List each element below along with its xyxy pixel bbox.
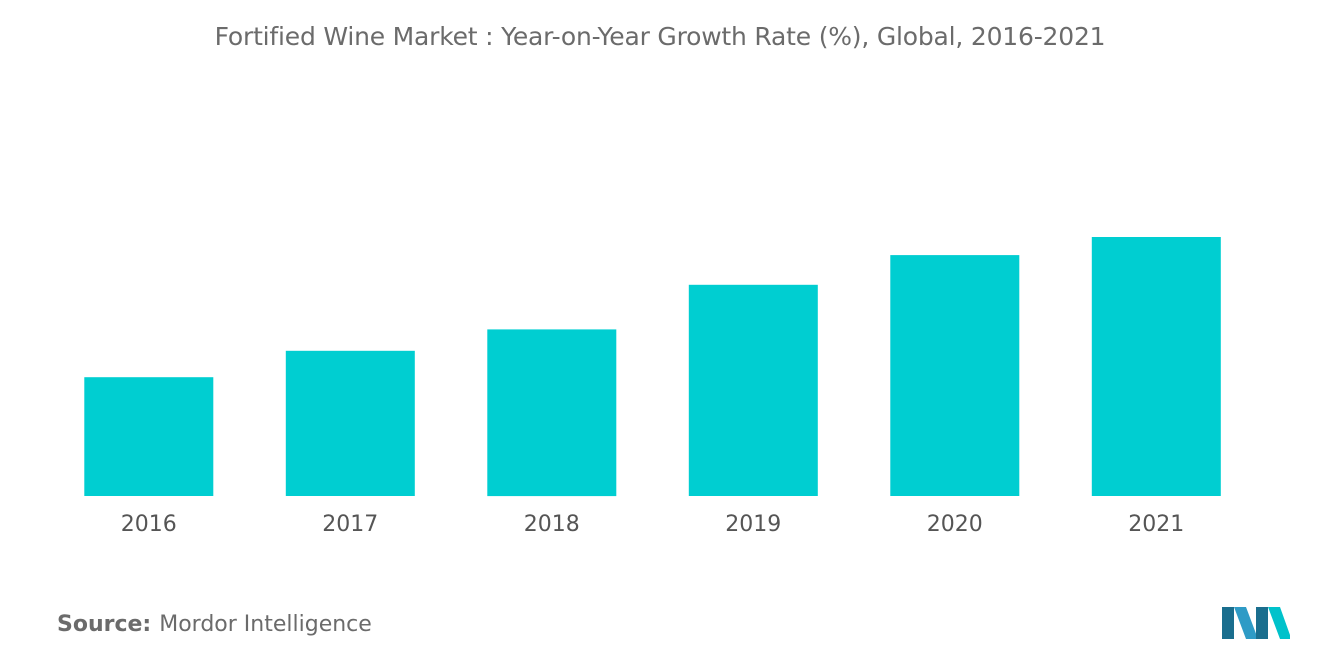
source-note: Source: Mordor Intelligence xyxy=(57,612,372,637)
x-tick-label-2017: 2017 xyxy=(322,512,378,537)
x-tick-label-2018: 2018 xyxy=(524,512,580,537)
bar-2021 xyxy=(1091,237,1221,496)
bar-2017 xyxy=(285,350,415,496)
logo-shape-mid-left xyxy=(1234,607,1258,639)
x-tick-labels: 2016 2017 2018 2019 2020 2021 xyxy=(121,512,1185,537)
bars-layer xyxy=(84,237,1221,497)
bar-2020 xyxy=(890,255,1020,496)
bar-2016 xyxy=(84,377,214,496)
logo-shape-right xyxy=(1268,607,1290,639)
x-tick-label-2021: 2021 xyxy=(1128,512,1184,537)
chart-title: Fortified Wine Market : Year-on-Year Gro… xyxy=(214,22,1106,51)
x-tick-label-2016: 2016 xyxy=(121,512,177,537)
bar-2018 xyxy=(487,329,617,497)
source-label: Source: xyxy=(57,612,152,637)
x-tick-label-2019: 2019 xyxy=(725,512,781,537)
x-tick-label-2020: 2020 xyxy=(927,512,983,537)
mordor-intelligence-logo-icon xyxy=(1222,607,1290,639)
bar-2019 xyxy=(688,284,818,496)
logo-shape-left xyxy=(1222,607,1234,639)
source-text: Mordor Intelligence xyxy=(159,612,372,637)
logo-shape-mid-right xyxy=(1256,607,1268,639)
